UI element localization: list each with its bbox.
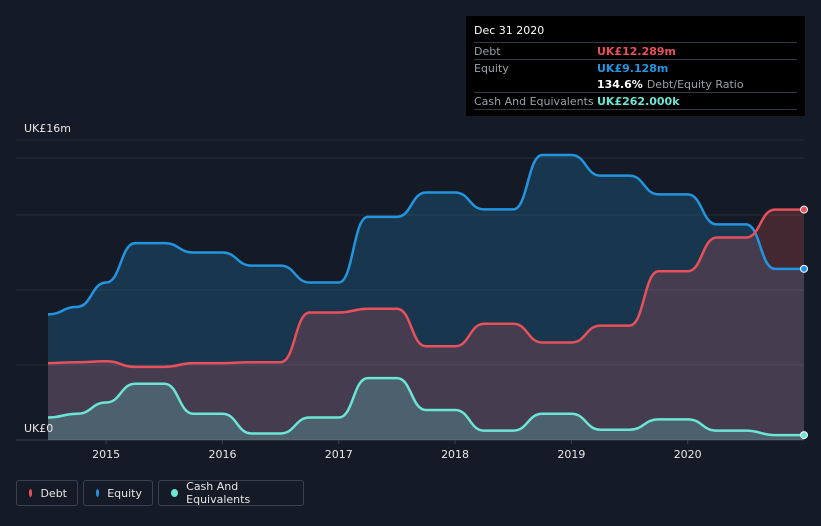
y-axis-bottom-label: UK£0 (24, 422, 54, 435)
tooltip-ratio-row: 134.6% Debt/Equity Ratio (474, 76, 797, 92)
tooltip-ratio-label: Debt/Equity Ratio (646, 77, 744, 91)
legend-debt[interactable]: Debt (16, 480, 78, 506)
legend-cash-label: Cash And Equivalents (186, 480, 251, 506)
x-tick-label: 2020 (674, 448, 702, 461)
tooltip-equity-label: Equity (474, 61, 509, 75)
y-axis-top-label: UK£16m (24, 122, 71, 135)
debt-area (48, 209, 804, 440)
x-tick-label: 2019 (557, 448, 585, 461)
tooltip-debt-row: Debt UK£12.289m (474, 42, 797, 59)
tooltip-cash-row: Cash And Equivalents UK£262.000k (474, 92, 797, 110)
tooltip-cash-value: UK£262.000k (597, 94, 680, 108)
debt-line (47, 208, 804, 369)
equity-area (48, 155, 804, 440)
cash-line (47, 376, 804, 437)
debt-end-marker (800, 205, 808, 214)
legend-debt-dot-icon (29, 489, 33, 497)
tooltip-cash-label: Cash And Equivalents (474, 94, 594, 108)
tooltip-panel: Dec 31 2020 Debt UK£12.289m Equity UK£9.… (466, 16, 805, 116)
tooltip-equity-value: UK£9.128m (597, 61, 669, 75)
legend-equity-label: Equity (107, 486, 142, 500)
legend-cash[interactable]: Cash And Equivalents (158, 480, 304, 506)
tooltip-date: Dec 31 2020 (474, 24, 545, 37)
x-tick-label: 2016 (208, 448, 236, 461)
tooltip-ratio-value: 134.6% (597, 77, 643, 91)
legend-debt-label: Debt (40, 486, 67, 500)
x-tick-label: 2017 (325, 448, 353, 461)
equity-line (47, 153, 804, 316)
equity-end-marker (800, 264, 808, 273)
x-tick-label: 2015 (92, 448, 120, 461)
legend-equity-dot-icon (96, 489, 100, 497)
legend-equity[interactable]: Equity (83, 480, 153, 506)
x-tick-label: 2018 (441, 448, 469, 461)
tooltip-debt-label: Debt (474, 44, 501, 58)
cash-end-marker (800, 431, 808, 440)
tooltip-equity-row: Equity UK£9.128m (474, 59, 797, 76)
tooltip-debt-value: UK£12.289m (597, 44, 677, 58)
legend-cash-dot-icon (171, 489, 179, 497)
